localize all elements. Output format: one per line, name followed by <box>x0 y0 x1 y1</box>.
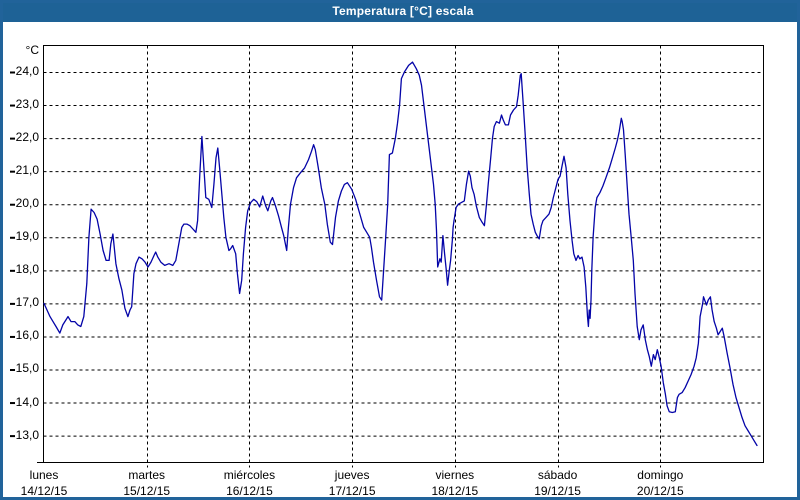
x-day-label: sábado <box>537 468 578 482</box>
y-tick-label: 21,0 <box>15 163 39 178</box>
y-tick-label: 20,0 <box>15 196 39 211</box>
temperature-line <box>43 61 758 447</box>
x-date-label: 19/12/15 <box>534 484 581 498</box>
y-tick-label: 19,0 <box>15 229 39 244</box>
plot-border <box>43 45 764 463</box>
x-day-label: miércoles <box>223 468 276 482</box>
y-tick-label: 23,0 <box>15 97 39 112</box>
y-tick-label: 22,0 <box>15 130 39 145</box>
x-date-label: 20/12/15 <box>636 484 684 498</box>
x-day-label: jueves <box>334 468 370 482</box>
x-date-label: 18/12/15 <box>431 484 479 498</box>
window-titlebar[interactable]: Temperatura [°C] escala <box>3 3 797 22</box>
y-tick-label: 24,0 <box>15 64 39 78</box>
y-tick-label: 18,0 <box>15 262 39 277</box>
x-date-label: 15/12/15 <box>123 484 171 498</box>
x-date-label: 17/12/15 <box>328 484 376 498</box>
y-tick-label: 16,0 <box>15 328 39 343</box>
y-tick-label: 13,0 <box>15 427 39 442</box>
window-title: Temperatura [°C] escala <box>332 4 474 18</box>
x-day-label: viernes <box>435 468 475 482</box>
x-date-label: 14/12/15 <box>20 484 68 498</box>
x-date-label: 16/12/15 <box>226 484 273 498</box>
y-tick-label: 15,0 <box>15 361 39 376</box>
plot-area <box>10 45 764 468</box>
x-day-label: domingo <box>637 468 684 482</box>
y-tick-label: 17,0 <box>15 295 39 310</box>
x-day-label: lunes <box>29 468 59 482</box>
y-tick-label: 14,0 <box>15 394 39 409</box>
y-axis-unit-label: °C <box>25 43 39 57</box>
x-day-label: martes <box>128 468 166 482</box>
